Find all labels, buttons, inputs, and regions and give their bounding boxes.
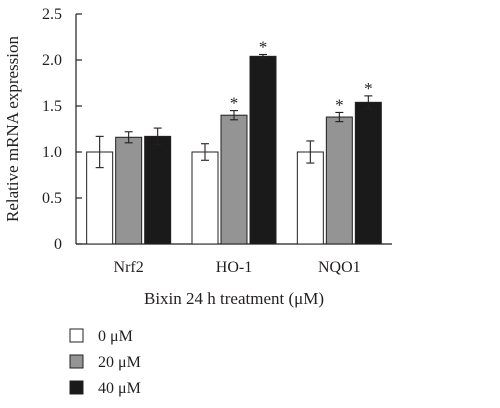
legend-swatch (69, 328, 84, 343)
bar (325, 116, 353, 245)
y-tick-label: 1.0 (42, 144, 62, 161)
bar (249, 55, 277, 245)
bar (296, 151, 324, 245)
significance-star: * (230, 94, 239, 113)
x-axis-label: Bixin 24 h treatment (μM) (144, 289, 324, 308)
legend-swatch (69, 354, 84, 369)
x-tick-label: HO-1 (216, 259, 252, 276)
legend-label: 20 μM (98, 354, 141, 371)
y-tick-label: 2.5 (42, 6, 62, 23)
plot-area: 0 0.5 1.0 1.5 2.0 2.5 Nrf2 * * HO-1 * * NQO1 (42, 6, 392, 276)
x-tick-label: NQO1 (318, 259, 361, 276)
significance-star: * (335, 95, 344, 114)
y-tick-label: 0 (54, 236, 62, 253)
significance-star: * (259, 37, 268, 56)
y-tick-label: 2.0 (42, 52, 62, 69)
bar (220, 114, 248, 245)
bar (354, 101, 382, 245)
legend-label: 40 μM (98, 380, 141, 397)
y-tick-label: 1.5 (42, 98, 62, 115)
legend-swatch (69, 380, 84, 395)
legend: 0 μM 20 μM 40 μM (69, 328, 141, 397)
bar (144, 135, 172, 245)
bar (115, 136, 143, 245)
significance-star: * (364, 79, 373, 98)
legend-label: 0 μM (98, 328, 133, 345)
y-axis-label: Relative mRNA expression (3, 35, 22, 222)
y-tick-label: 0.5 (42, 190, 62, 207)
x-tick-label: Nrf2 (114, 259, 144, 276)
bar (191, 151, 219, 245)
